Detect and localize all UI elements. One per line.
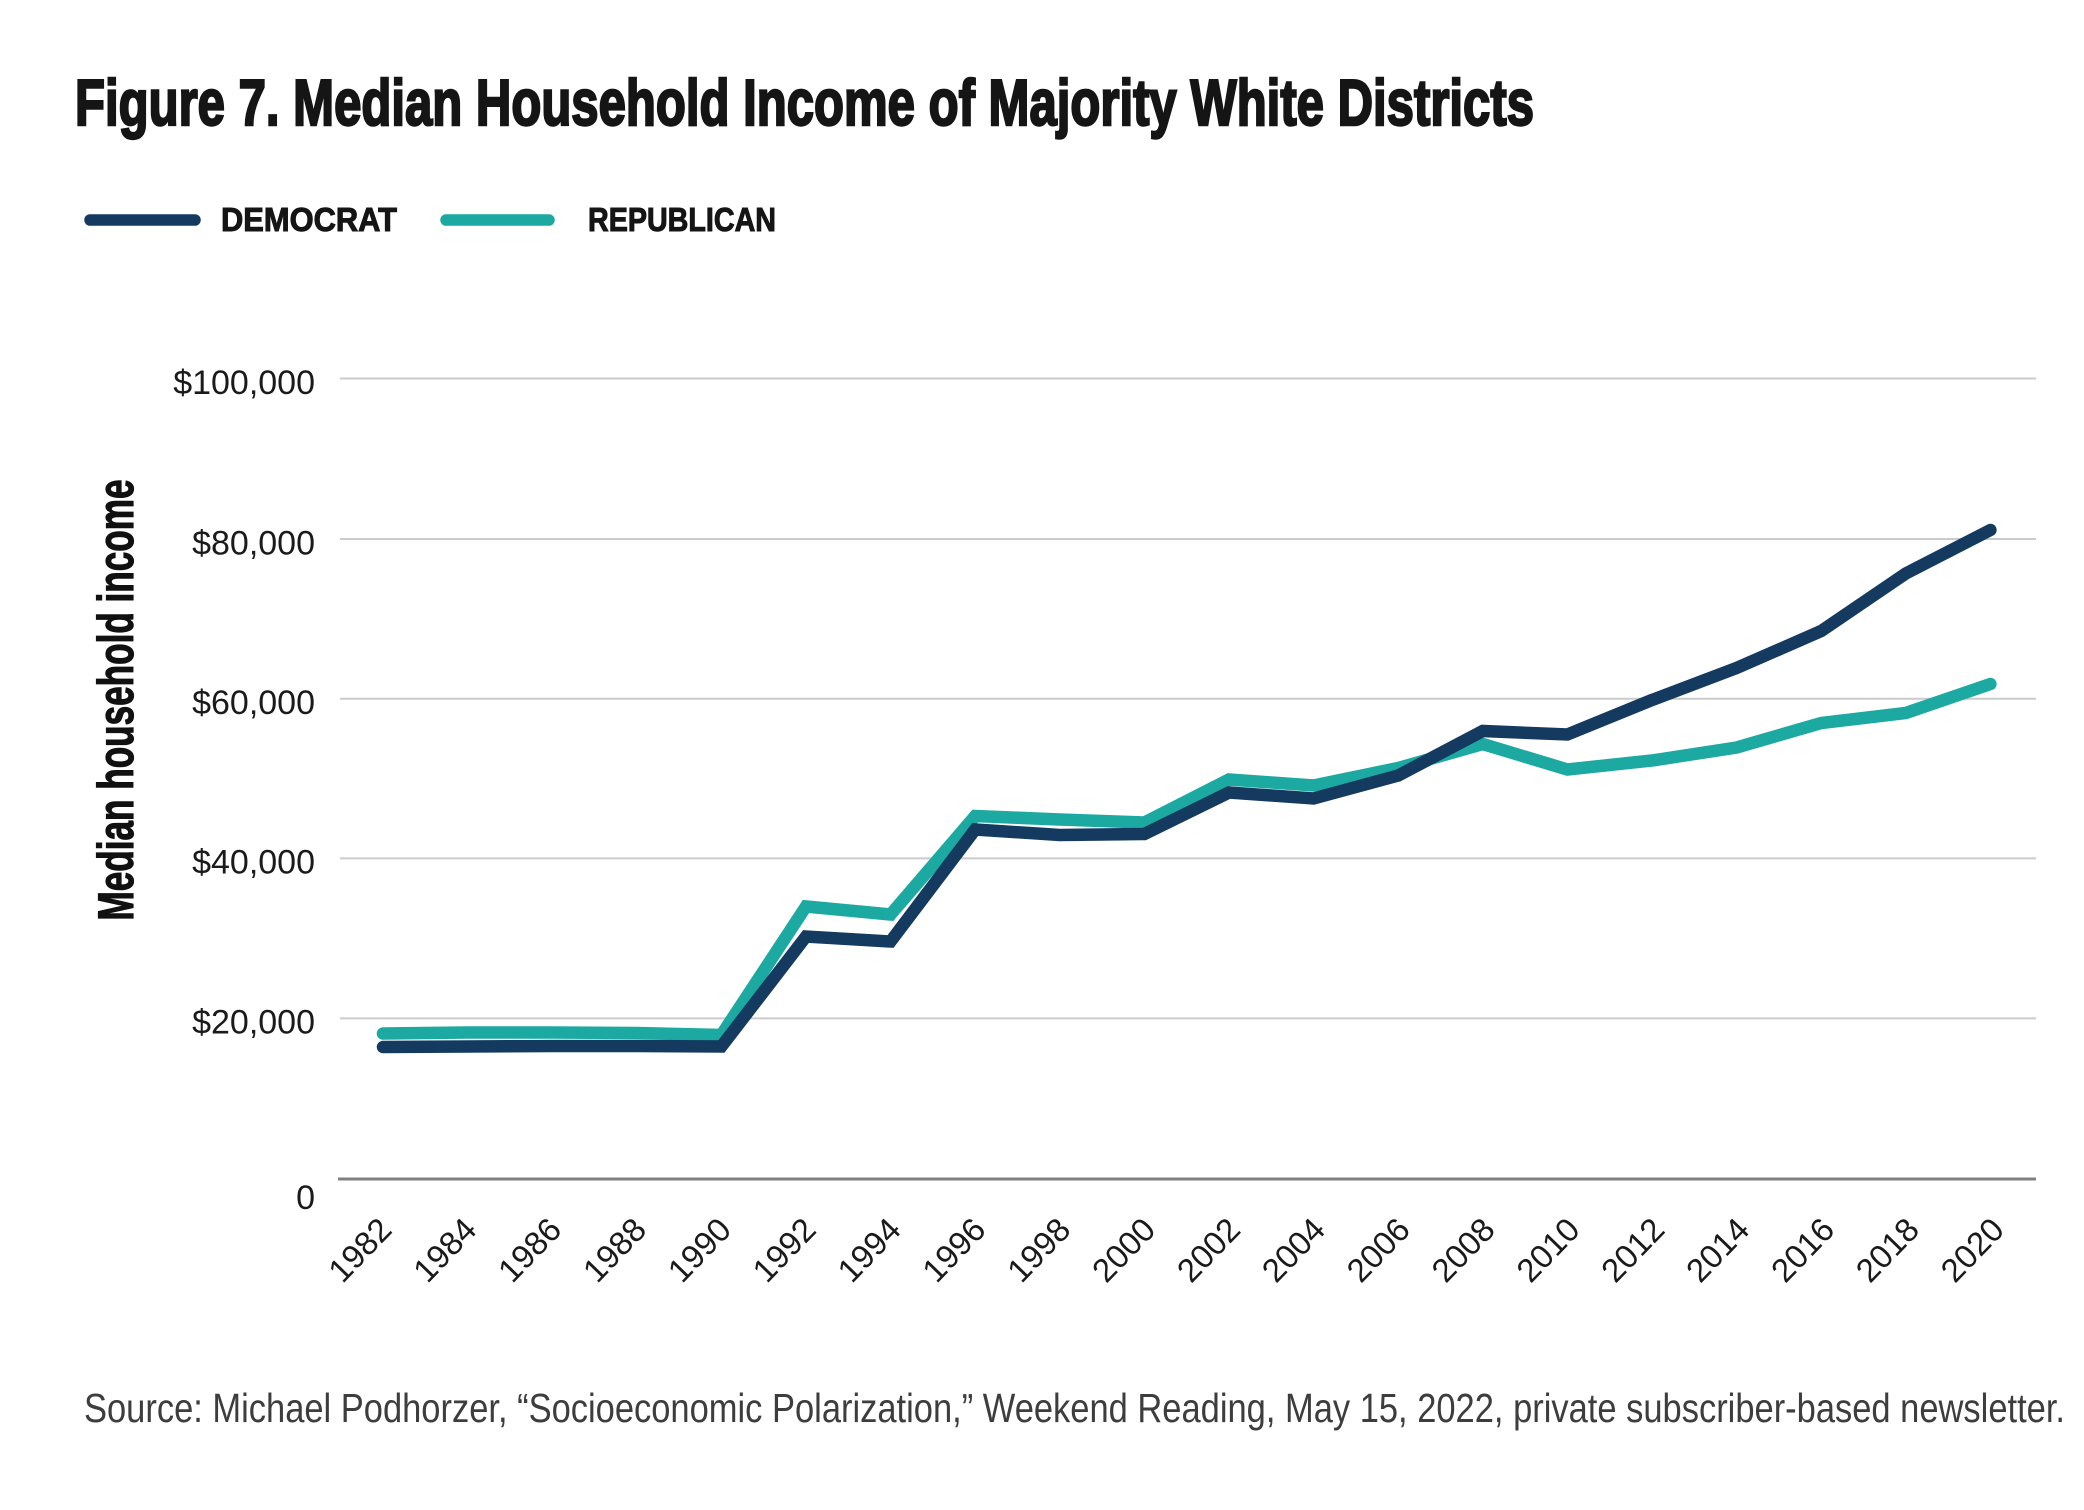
svg-text:1992: 1992 [745, 1211, 823, 1290]
svg-text:$60,000: $60,000 [192, 684, 315, 722]
svg-text:1982: 1982 [321, 1211, 399, 1290]
svg-text:1988: 1988 [576, 1211, 654, 1290]
svg-text:1998: 1998 [1000, 1211, 1078, 1290]
svg-text:2020: 2020 [1933, 1211, 2011, 1290]
svg-text:2008: 2008 [1424, 1211, 1502, 1290]
svg-text:2002: 2002 [1170, 1211, 1248, 1290]
svg-text:1986: 1986 [491, 1211, 569, 1290]
svg-text:2018: 2018 [1848, 1211, 1926, 1290]
svg-text:2010: 2010 [1509, 1211, 1587, 1290]
svg-text:$40,000: $40,000 [192, 844, 315, 882]
svg-text:1994: 1994 [830, 1211, 908, 1290]
svg-text:2012: 2012 [1594, 1211, 1672, 1290]
svg-text:2004: 2004 [1254, 1211, 1332, 1290]
svg-text:Figure 7. Median Household Inc: Figure 7. Median Household Income of Maj… [75, 66, 1534, 139]
svg-text:$80,000: $80,000 [192, 524, 315, 562]
svg-text:REPUBLICAN: REPUBLICAN [588, 201, 776, 238]
svg-text:2000: 2000 [1085, 1211, 1163, 1290]
svg-text:1996: 1996 [915, 1211, 993, 1290]
svg-text:2006: 2006 [1339, 1211, 1417, 1290]
svg-text:$20,000: $20,000 [192, 1004, 315, 1042]
svg-text:Source: Michael Podhorzer, “So: Source: Michael Podhorzer, “Socioeconomi… [84, 1385, 2065, 1431]
svg-text:2016: 2016 [1764, 1211, 1842, 1290]
svg-text:1990: 1990 [660, 1211, 738, 1290]
svg-text:1984: 1984 [406, 1211, 484, 1290]
svg-text:DEMOCRAT: DEMOCRAT [221, 201, 397, 238]
svg-text:Median household income: Median household income [88, 480, 144, 921]
svg-text:$100,000: $100,000 [173, 364, 315, 402]
svg-text:2014: 2014 [1679, 1211, 1757, 1290]
svg-text:0: 0 [296, 1179, 315, 1217]
